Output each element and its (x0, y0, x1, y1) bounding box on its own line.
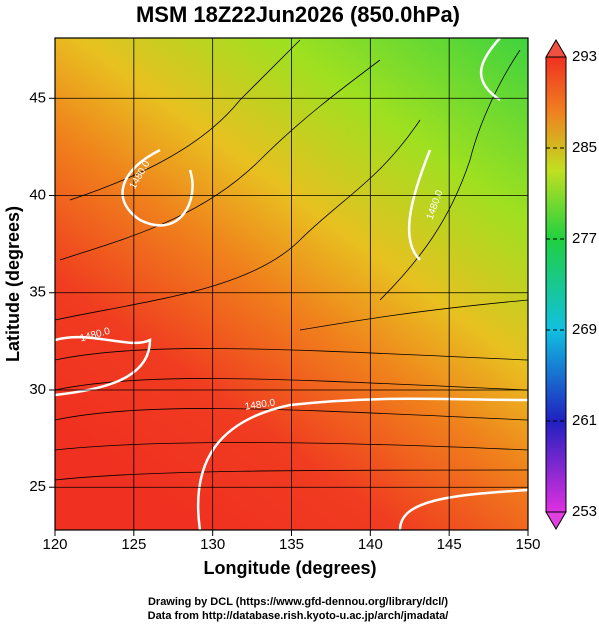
colorbar-min-arrow (545, 511, 567, 530)
y-tick-label: 30 (29, 381, 46, 398)
y-tick-label: 35 (29, 284, 46, 301)
x-tick-label: 140 (358, 536, 383, 553)
colorbar-tick-label: 269 (572, 321, 597, 338)
x-tick-label: 125 (121, 536, 146, 553)
footer-line: Drawing by DCL (https://www.gfd-dennou.o… (148, 596, 448, 608)
colorbar (545, 56, 567, 513)
colorbar-max-arrow (545, 39, 567, 58)
colorbar-tick-label: 253 (572, 503, 597, 520)
footer-line: Data from http://database.rish.kyoto-u.a… (148, 610, 449, 622)
y-tick-label: 45 (29, 89, 46, 106)
contour-label: 1480.0 (244, 398, 276, 413)
colorbar-tick-label: 293 (572, 48, 597, 65)
y-axis-label: Latitude (degrees) (3, 206, 23, 362)
x-tick-label: 130 (200, 536, 225, 553)
y-tick-label: 25 (29, 478, 46, 495)
colorbar-tick-label: 285 (572, 139, 597, 156)
x-tick-label: 120 (42, 536, 67, 553)
x-tick-label: 135 (279, 536, 304, 553)
streamlines (55, 39, 528, 481)
colorbar-tick-label: 261 (572, 412, 597, 429)
x-axis-label: Longitude (degrees) (203, 558, 376, 578)
colorbar-tick-label: 277 (572, 230, 597, 247)
y-tick-label: 40 (29, 186, 46, 203)
contours (55, 38, 528, 530)
title: MSM 18Z22Jun2026 (850.0hPa) (136, 2, 460, 27)
x-tick-label: 150 (515, 536, 540, 553)
x-tick-label: 145 (437, 536, 462, 553)
